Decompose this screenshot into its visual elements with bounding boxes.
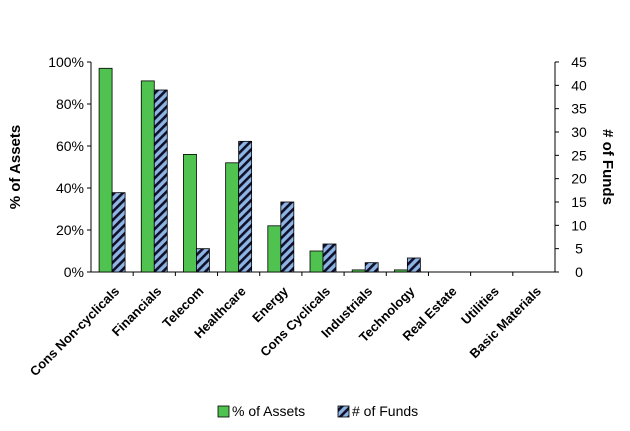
bar-funds [238, 140, 253, 273]
y2-axis-title: # of Funds [599, 129, 616, 205]
bar-funds [111, 192, 126, 273]
bar-assets [393, 269, 408, 273]
y2-tick-label: 5 [575, 241, 583, 257]
x-tick-label: Basic Materials [466, 284, 544, 362]
bar-funds [280, 201, 295, 273]
bar-assets [98, 67, 113, 273]
legend-label-assets: % of Assets [232, 403, 305, 419]
y-tick-label: 60% [56, 138, 84, 154]
bar-assets [309, 250, 324, 273]
y-axis-title: % of Assets [7, 125, 24, 209]
bar-funds [406, 257, 421, 273]
x-tick-label: Cons Non-cyclicals [27, 284, 122, 379]
legend: % of Assets # of Funds [217, 403, 418, 419]
y2-tick-label: 35 [571, 101, 587, 117]
plot-area: 0% 20% 40% 60% 80% 100% 0 5 10 15 20 25 30 35 40 45 Cons… [27, 54, 587, 379]
bar-funds [196, 248, 210, 273]
y2-tick-label: 25 [571, 147, 587, 163]
y-tick-label: 0% [64, 264, 84, 280]
y2-tick-label: 45 [571, 54, 587, 70]
y2-tick-label: 20 [571, 171, 587, 187]
y2-tick-label: 10 [571, 217, 587, 233]
y-tick-label: 40% [56, 180, 84, 196]
bar-assets [140, 80, 155, 273]
bar-assets [351, 269, 366, 273]
y2-tick-label: 30 [571, 124, 587, 140]
legend-swatch-funds [337, 405, 350, 418]
bar-funds [364, 262, 379, 273]
y-tick-label: 80% [56, 96, 84, 112]
y2-tick-label: 0 [575, 264, 583, 280]
legend-label-funds: # of Funds [352, 403, 418, 419]
y2-tick-label: 15 [571, 194, 587, 210]
x-tick-label: Energy [249, 283, 291, 325]
bar-funds [322, 243, 337, 273]
bar-assets [267, 225, 282, 273]
bar-assets [183, 153, 197, 273]
bar-assets [225, 162, 240, 273]
legend-swatch-assets [217, 405, 230, 418]
y-tick-label: 20% [56, 222, 84, 238]
y-tick-label: 100% [48, 54, 84, 70]
bar-funds [153, 89, 168, 273]
y2-tick-label: 40 [571, 77, 587, 93]
